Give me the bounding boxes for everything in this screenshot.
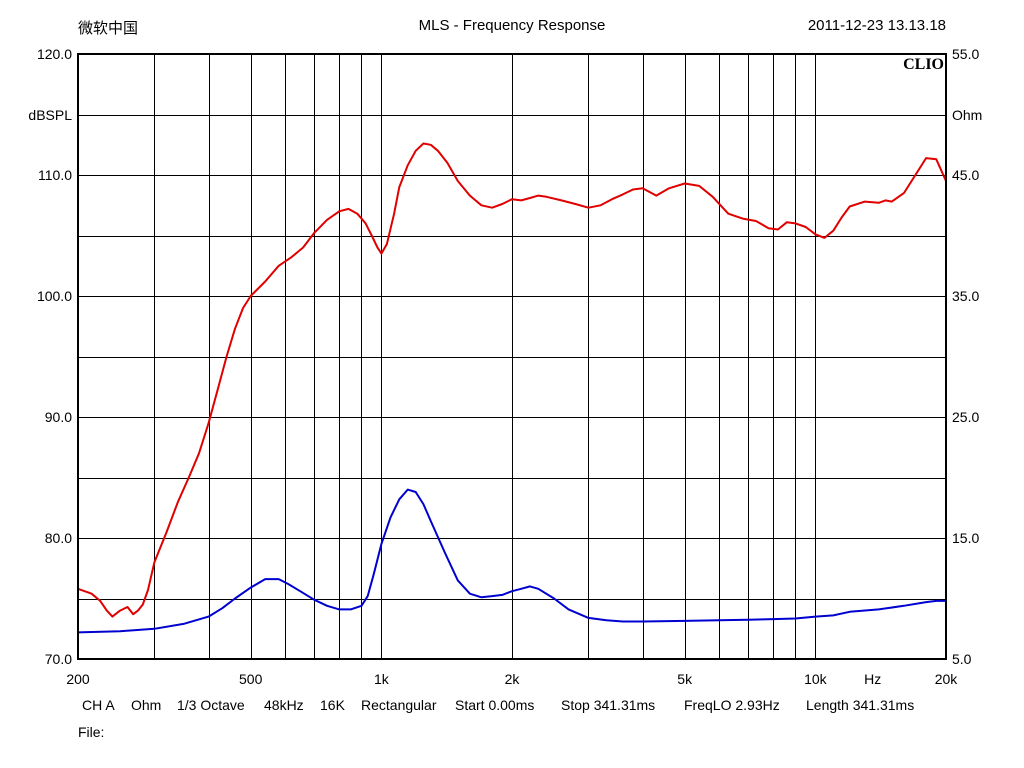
x-tick-label: 200: [66, 671, 90, 687]
right-y-tick-label: 35.0: [952, 288, 979, 304]
settings-item: Start 0.00ms: [455, 697, 535, 713]
right-axis-title: Ohm: [952, 107, 982, 123]
x-tick-label: 2k: [505, 671, 521, 687]
left-y-tick-label: 90.0: [45, 409, 72, 425]
clio-logo: CLIO: [903, 56, 944, 73]
x-tick-label: 5k: [677, 671, 693, 687]
chart-title: MLS - Frequency Response: [418, 17, 606, 34]
plot-frame: [77, 53, 947, 660]
file-label: File:: [78, 724, 105, 740]
x-tick-label: 1k: [374, 671, 390, 687]
settings-item: CH A: [82, 697, 115, 713]
impedance-curve: [77, 488, 946, 634]
right-y-tick-label: 45.0: [952, 167, 979, 183]
right-y-tick-label: 5.0: [952, 651, 972, 667]
settings-item: Stop 341.31ms: [561, 697, 656, 713]
left-axis-title: dBSPL: [28, 107, 72, 123]
x-tick-label: 20k: [935, 671, 959, 687]
right-y-tick-label: 25.0: [952, 409, 979, 425]
axis-labels: 70.0 80.0 90.0 100.0 110.0 120.0 5.0 15.0 25.0 35…: [28, 46, 982, 687]
settings-item: Length 341.31ms: [806, 697, 915, 713]
left-y-tick-label: 120.0: [37, 46, 72, 62]
settings-item: 1/3 Octave: [177, 697, 245, 713]
chart-grid: [78, 54, 946, 659]
left-y-tick-label: 70.0: [45, 651, 72, 667]
left-y-tick-label: 100.0: [37, 288, 72, 304]
left-y-tick-label: 80.0: [45, 530, 72, 546]
left-y-tick-label: 110.0: [38, 167, 72, 183]
settings-item: FreqLO 2.93Hz: [684, 697, 780, 713]
settings-item: Ohm: [131, 697, 162, 713]
spl-curve: [77, 142, 947, 618]
right-y-tick-label: 15.0: [952, 530, 979, 546]
settings-item: Rectangular: [361, 697, 437, 713]
x-unit-label: Hz: [864, 671, 881, 687]
x-tick-label: 500: [239, 671, 263, 687]
settings-item: 16K: [320, 697, 345, 713]
right-y-tick-label: 55.0: [952, 46, 979, 62]
settings-item: 48kHz: [264, 697, 304, 713]
header-left-text: 微软中国: [78, 20, 139, 37]
x-tick-label: 10k: [804, 671, 828, 687]
timestamp: 2011-12-23 13.13.18: [807, 17, 946, 34]
chart-curves: [77, 142, 947, 634]
